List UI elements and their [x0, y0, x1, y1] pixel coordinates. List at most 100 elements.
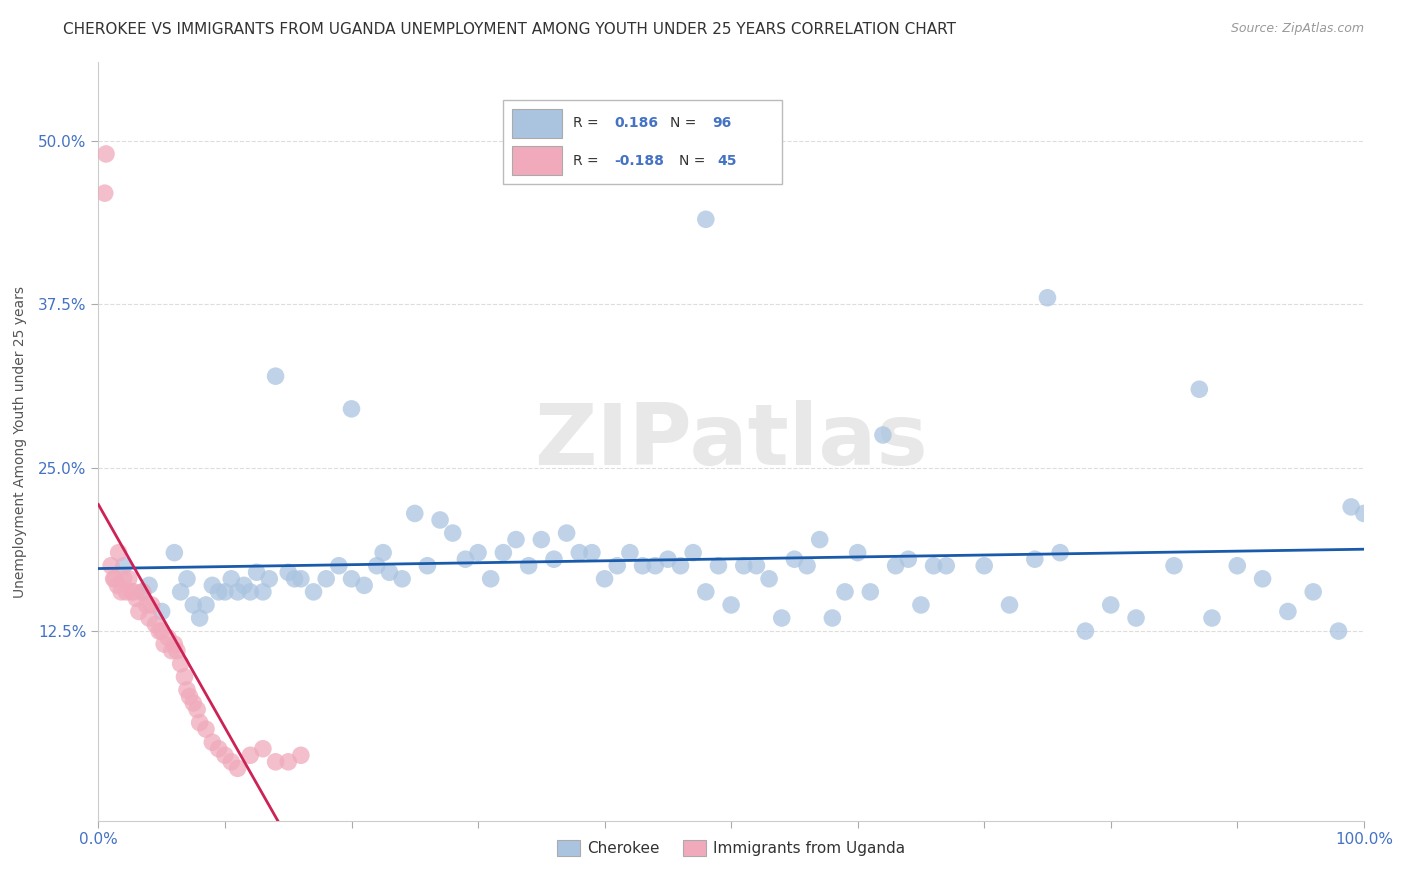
- Text: CHEROKEE VS IMMIGRANTS FROM UGANDA UNEMPLOYMENT AMONG YOUTH UNDER 25 YEARS CORRE: CHEROKEE VS IMMIGRANTS FROM UGANDA UNEMP…: [63, 22, 956, 37]
- Point: [884, 558, 907, 573]
- Point: [259, 572, 281, 586]
- Point: [1201, 611, 1223, 625]
- Point: [246, 566, 269, 580]
- Point: [264, 755, 287, 769]
- Point: [340, 401, 363, 416]
- Point: [1327, 624, 1350, 639]
- Point: [859, 585, 882, 599]
- Point: [568, 546, 591, 560]
- Point: [416, 558, 439, 573]
- Point: [1163, 558, 1185, 573]
- Point: [107, 578, 129, 592]
- Point: [530, 533, 553, 547]
- Point: [188, 715, 211, 730]
- Point: [1036, 291, 1059, 305]
- Point: [821, 611, 844, 625]
- Point: [935, 558, 957, 573]
- Point: [183, 696, 205, 710]
- Point: [110, 585, 132, 599]
- Point: [328, 558, 350, 573]
- Point: [619, 546, 641, 560]
- Point: [179, 690, 201, 704]
- Point: [239, 585, 262, 599]
- Point: [1024, 552, 1046, 566]
- Point: [1074, 624, 1097, 639]
- Point: [150, 605, 173, 619]
- Point: [104, 572, 127, 586]
- Point: [194, 722, 217, 736]
- Point: [157, 631, 180, 645]
- Point: [208, 585, 231, 599]
- Point: [264, 369, 287, 384]
- Point: [581, 546, 603, 560]
- Point: [897, 552, 920, 566]
- Point: [391, 572, 413, 586]
- Point: [796, 558, 818, 573]
- Point: [153, 637, 176, 651]
- Point: [834, 585, 856, 599]
- Point: [378, 566, 401, 580]
- Point: [201, 578, 224, 592]
- Point: [166, 643, 188, 657]
- Point: [340, 572, 363, 586]
- Point: [1302, 585, 1324, 599]
- Point: [1125, 611, 1147, 625]
- Point: [783, 552, 806, 566]
- Point: [112, 572, 135, 586]
- Point: [695, 212, 717, 227]
- Point: [371, 546, 394, 560]
- Point: [138, 578, 160, 592]
- Point: [669, 558, 692, 573]
- Point: [910, 598, 932, 612]
- Point: [132, 585, 155, 599]
- Point: [998, 598, 1021, 612]
- Point: [454, 552, 477, 566]
- Text: Source: ZipAtlas.com: Source: ZipAtlas.com: [1230, 22, 1364, 36]
- Point: [176, 682, 198, 697]
- Point: [441, 526, 464, 541]
- Point: [141, 598, 163, 612]
- Point: [1277, 605, 1299, 619]
- Point: [404, 507, 426, 521]
- Point: [277, 755, 299, 769]
- Point: [733, 558, 755, 573]
- Text: ZIPatlas: ZIPatlas: [534, 400, 928, 483]
- Point: [555, 526, 578, 541]
- Point: [233, 578, 256, 592]
- Point: [188, 611, 211, 625]
- Point: [120, 585, 142, 599]
- Point: [252, 741, 274, 756]
- Point: [770, 611, 793, 625]
- Point: [1099, 598, 1122, 612]
- Point: [429, 513, 451, 527]
- Point: [973, 558, 995, 573]
- Point: [176, 572, 198, 586]
- Point: [150, 624, 173, 639]
- Point: [631, 558, 654, 573]
- Point: [606, 558, 628, 573]
- Point: [201, 735, 224, 749]
- Point: [593, 572, 616, 586]
- Point: [695, 585, 717, 599]
- Point: [135, 598, 157, 612]
- Legend: Cherokee, Immigrants from Uganda: Cherokee, Immigrants from Uganda: [551, 834, 911, 863]
- Point: [657, 552, 679, 566]
- Point: [214, 748, 236, 763]
- Point: [239, 748, 262, 763]
- Point: [208, 741, 231, 756]
- Point: [226, 761, 249, 775]
- Point: [1226, 558, 1249, 573]
- Point: [922, 558, 945, 573]
- Point: [315, 572, 337, 586]
- Point: [808, 533, 831, 547]
- Point: [103, 572, 125, 586]
- Point: [160, 643, 183, 657]
- Point: [1049, 546, 1071, 560]
- Point: [163, 637, 186, 651]
- Point: [872, 428, 894, 442]
- Point: [467, 546, 489, 560]
- Point: [169, 657, 191, 671]
- Point: [720, 598, 742, 612]
- Point: [122, 585, 145, 599]
- Point: [479, 572, 502, 586]
